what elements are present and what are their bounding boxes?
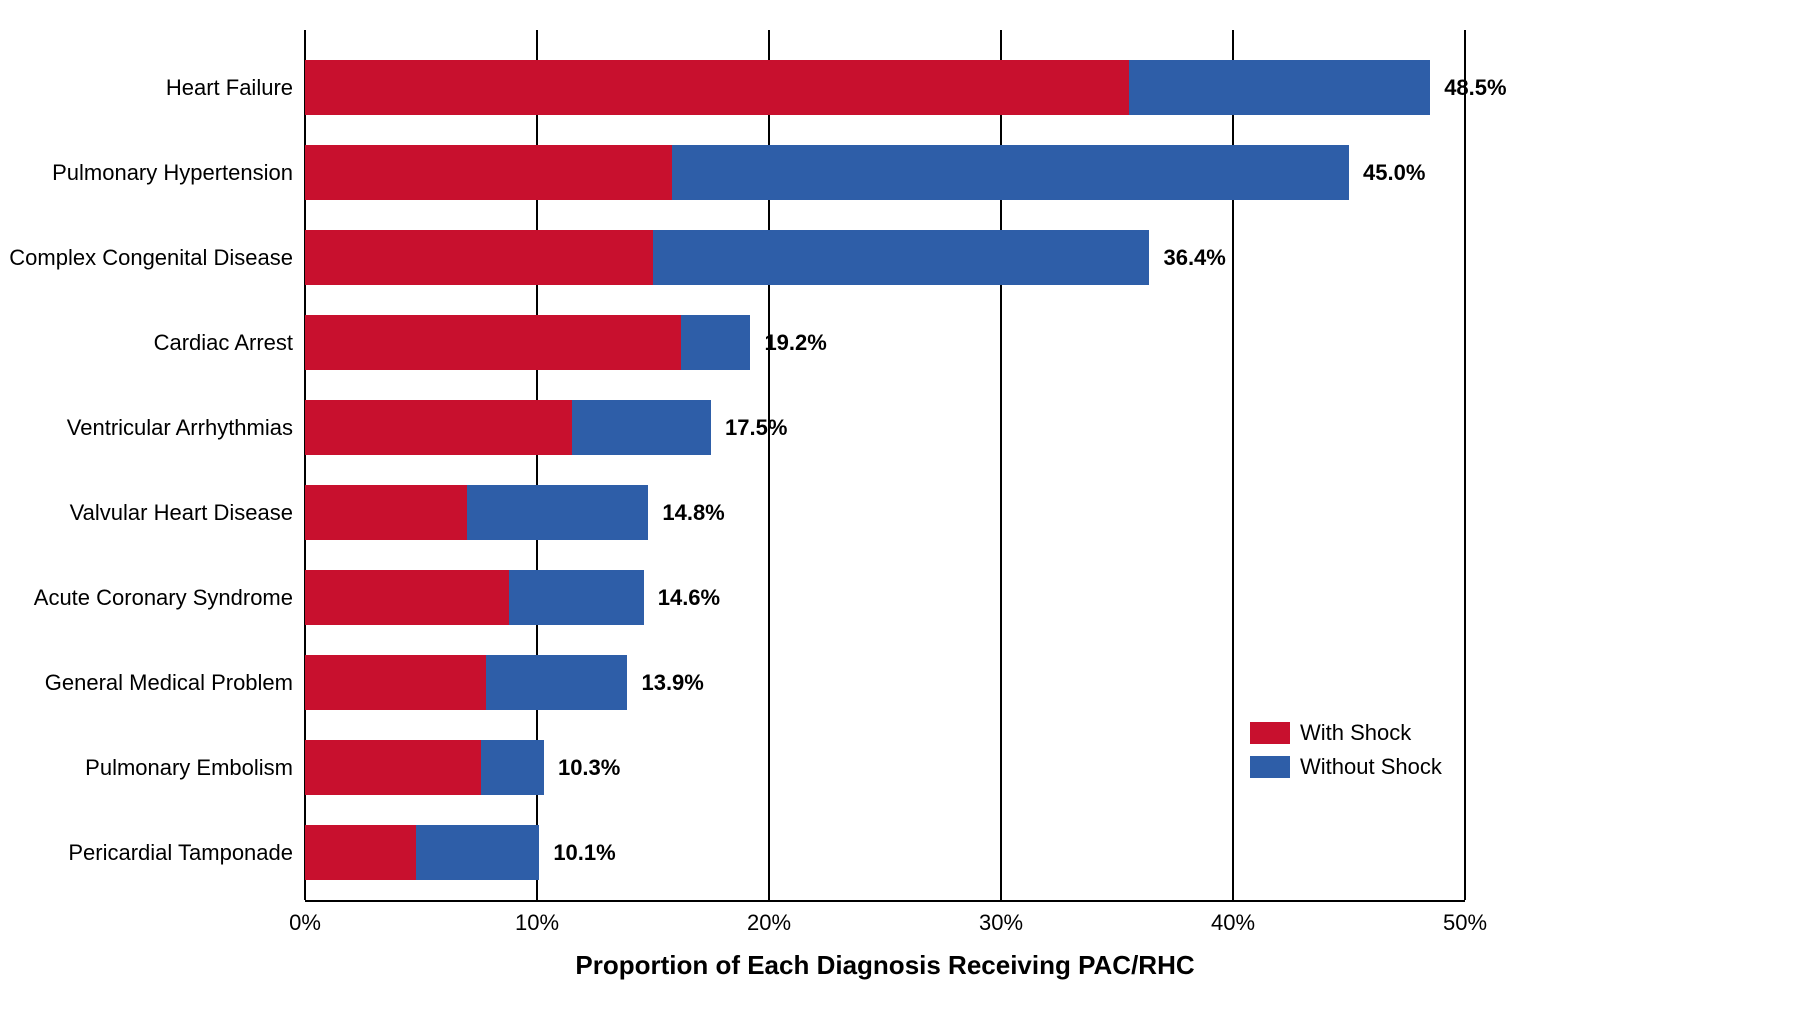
bar-segment-with-shock bbox=[305, 485, 467, 540]
category-label: Pulmonary Hypertension bbox=[52, 160, 293, 186]
legend: With Shock Without Shock bbox=[1250, 720, 1442, 788]
legend-item: With Shock bbox=[1250, 720, 1442, 746]
bar-segment-without-shock bbox=[681, 315, 751, 370]
x-tick-label: 0% bbox=[289, 910, 321, 936]
bar-segment-without-shock bbox=[467, 485, 648, 540]
bar-segment-without-shock bbox=[486, 655, 628, 710]
value-label: 45.0% bbox=[1363, 160, 1425, 186]
bar-row: Pulmonary Embolism10.3% bbox=[305, 740, 544, 795]
bar-row: Complex Congenital Disease36.4% bbox=[305, 230, 1149, 285]
bar-segment-with-shock bbox=[305, 825, 416, 880]
value-label: 48.5% bbox=[1444, 75, 1506, 101]
bar-row: General Medical Problem13.9% bbox=[305, 655, 627, 710]
x-tick-label: 20% bbox=[747, 910, 791, 936]
bar-segment-without-shock bbox=[509, 570, 644, 625]
bar-segment-without-shock bbox=[481, 740, 544, 795]
x-tick-label: 10% bbox=[515, 910, 559, 936]
bar-row: Heart Failure48.5% bbox=[305, 60, 1430, 115]
value-label: 17.5% bbox=[725, 415, 787, 441]
bar-segment-without-shock bbox=[672, 145, 1349, 200]
x-tick-label: 30% bbox=[979, 910, 1023, 936]
category-label: Ventricular Arrhythmias bbox=[67, 415, 293, 441]
bar-segment-without-shock bbox=[653, 230, 1149, 285]
bar-row: Acute Coronary Syndrome14.6% bbox=[305, 570, 644, 625]
category-label: Valvular Heart Disease bbox=[70, 500, 293, 526]
bar-segment-without-shock bbox=[1129, 60, 1431, 115]
bar-row: Ventricular Arrhythmias17.5% bbox=[305, 400, 711, 455]
bar-segment-with-shock bbox=[305, 230, 653, 285]
value-label: 19.2% bbox=[764, 330, 826, 356]
bar-segment-with-shock bbox=[305, 740, 481, 795]
chart-container: 0%10%20%30%40%50%Heart Failure48.5%Pulmo… bbox=[0, 0, 1800, 1011]
legend-swatch bbox=[1250, 756, 1290, 778]
legend-label: Without Shock bbox=[1300, 754, 1442, 780]
legend-item: Without Shock bbox=[1250, 754, 1442, 780]
bar-segment-with-shock bbox=[305, 570, 509, 625]
bar-segment-without-shock bbox=[572, 400, 711, 455]
bar-segment-with-shock bbox=[305, 145, 672, 200]
value-label: 36.4% bbox=[1163, 245, 1225, 271]
value-label: 10.1% bbox=[553, 840, 615, 866]
bar-row: Cardiac Arrest19.2% bbox=[305, 315, 750, 370]
category-label: Acute Coronary Syndrome bbox=[34, 585, 293, 611]
bar-row: Valvular Heart Disease14.8% bbox=[305, 485, 648, 540]
bar-segment-with-shock bbox=[305, 400, 572, 455]
x-tick-label: 40% bbox=[1211, 910, 1255, 936]
bar-segment-without-shock bbox=[416, 825, 539, 880]
bar-row: Pericardial Tamponade10.1% bbox=[305, 825, 539, 880]
x-tick-label: 50% bbox=[1443, 910, 1487, 936]
category-label: Complex Congenital Disease bbox=[9, 245, 293, 271]
bar-segment-with-shock bbox=[305, 315, 681, 370]
category-label: Pericardial Tamponade bbox=[68, 840, 293, 866]
bar-segment-with-shock bbox=[305, 60, 1129, 115]
value-label: 10.3% bbox=[558, 755, 620, 781]
category-label: General Medical Problem bbox=[45, 670, 293, 696]
x-gridline bbox=[1464, 30, 1466, 900]
x-axis-title: Proportion of Each Diagnosis Receiving P… bbox=[305, 950, 1465, 981]
legend-swatch bbox=[1250, 722, 1290, 744]
bar-row: Pulmonary Hypertension45.0% bbox=[305, 145, 1349, 200]
value-label: 14.8% bbox=[662, 500, 724, 526]
category-label: Pulmonary Embolism bbox=[85, 755, 293, 781]
bar-segment-with-shock bbox=[305, 655, 486, 710]
legend-label: With Shock bbox=[1300, 720, 1411, 746]
value-label: 13.9% bbox=[641, 670, 703, 696]
category-label: Cardiac Arrest bbox=[154, 330, 293, 356]
value-label: 14.6% bbox=[658, 585, 720, 611]
category-label: Heart Failure bbox=[166, 75, 293, 101]
